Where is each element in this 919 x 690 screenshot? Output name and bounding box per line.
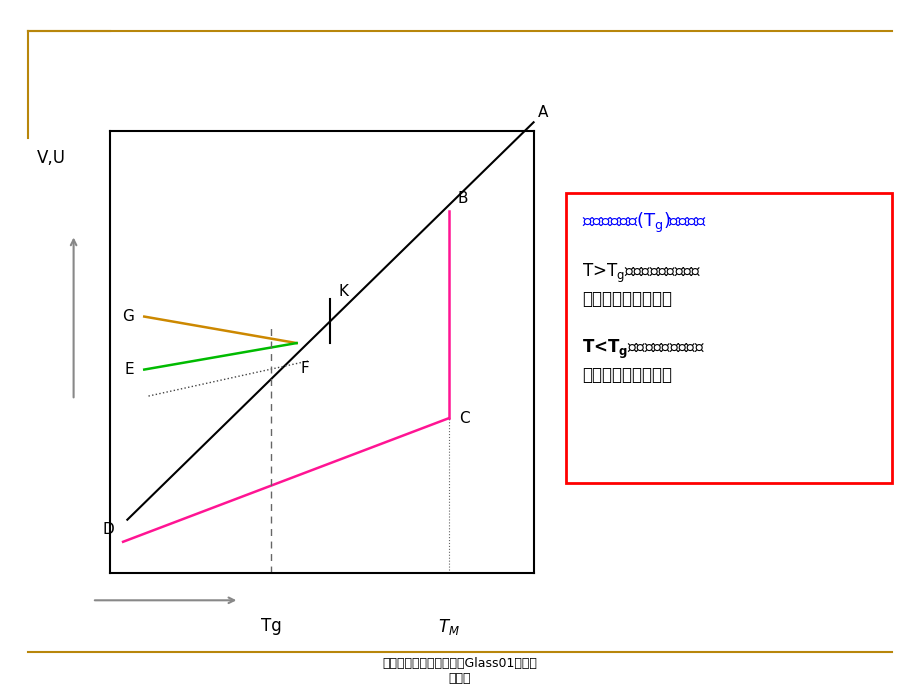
Text: F: F	[301, 361, 310, 376]
Text: Tg: Tg	[261, 617, 281, 635]
Text: A: A	[538, 105, 548, 120]
Text: 厦门大学材料科学基础二Glass01玻璃材
料课件: 厦门大学材料科学基础二Glass01玻璃材 料课件	[382, 657, 537, 685]
Text: E: E	[124, 362, 133, 377]
Text: $T_M$: $T_M$	[437, 617, 460, 637]
Text: C: C	[460, 411, 470, 426]
Text: T>$\mathregular{T_g}$时，系统的行为主要: T>$\mathregular{T_g}$时，系统的行为主要	[582, 262, 701, 286]
Text: 玻璃转变温度($\mathregular{T_g}$)的含义：: 玻璃转变温度($\mathregular{T_g}$)的含义：	[582, 210, 707, 235]
Text: 遵从熔体变化规律。: 遵从熔体变化规律。	[582, 290, 672, 308]
Text: G: G	[121, 309, 133, 324]
Text: V,U: V,U	[37, 149, 65, 167]
Text: 遵从固体变化规律。: 遵从固体变化规律。	[582, 366, 672, 384]
Text: T<$\mathregular{T_g}$时，系统的行为主要: T<$\mathregular{T_g}$时，系统的行为主要	[582, 338, 704, 362]
Text: K: K	[338, 284, 348, 299]
Text: B: B	[457, 191, 468, 206]
Text: D: D	[103, 522, 115, 538]
